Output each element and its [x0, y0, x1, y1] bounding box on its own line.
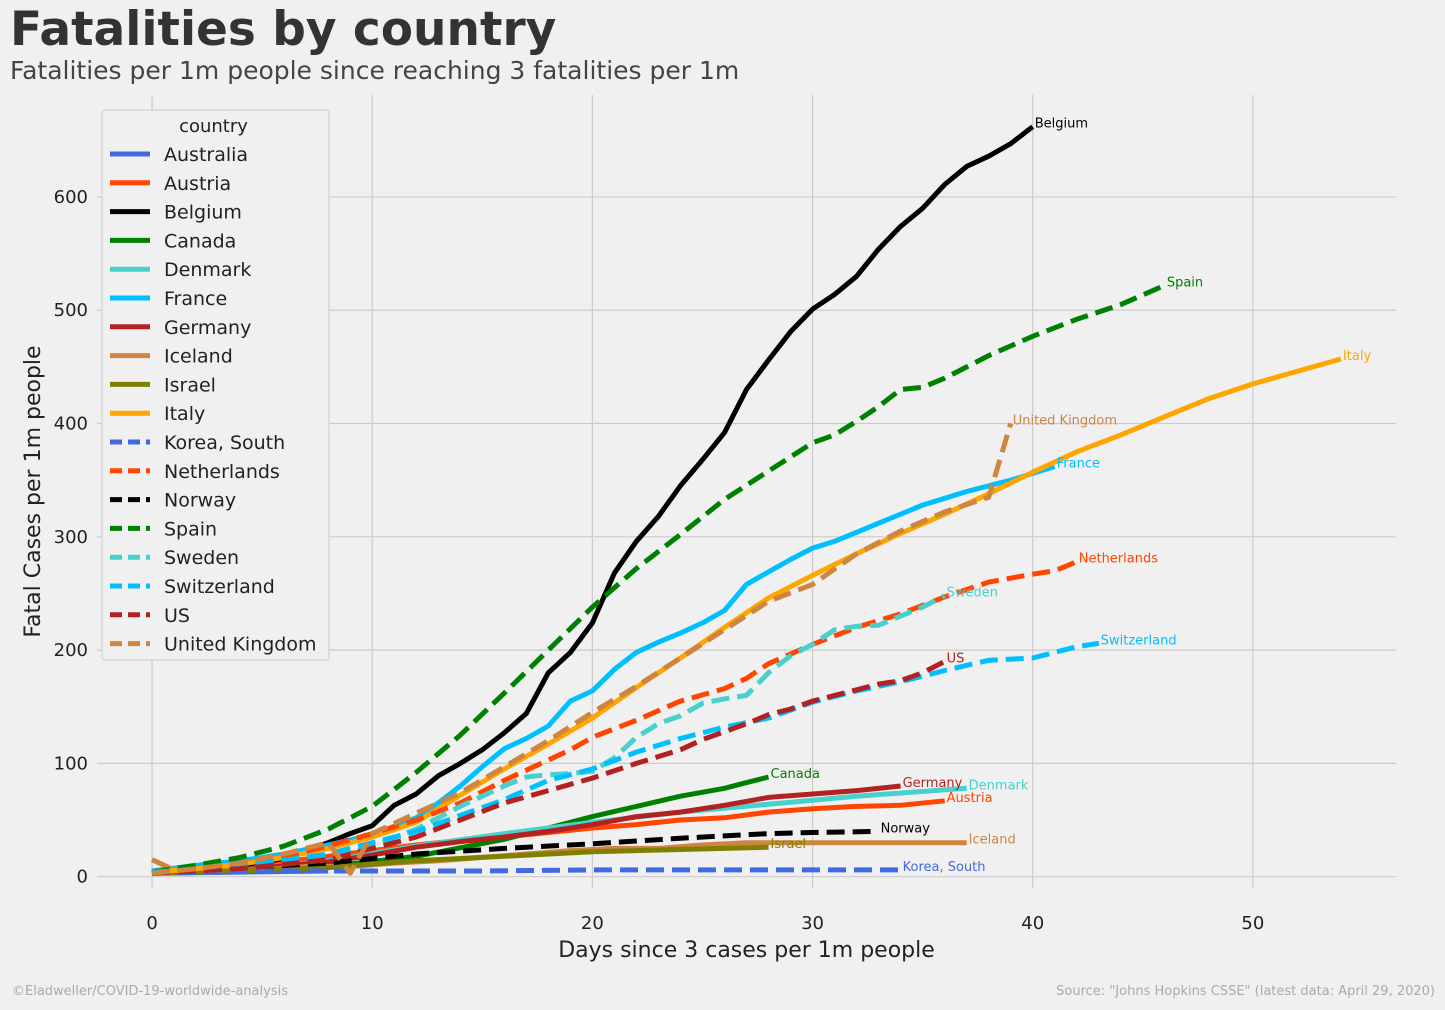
legend-item-label: Canada	[164, 230, 236, 252]
x-tick-label: 40	[1021, 913, 1044, 934]
legend-item-label: Australia	[164, 144, 248, 166]
end-label-belgium: Belgium	[1035, 117, 1088, 132]
series-line-korea-south	[151, 867, 901, 876]
x-tick-label: 10	[361, 913, 384, 934]
end-label-switzerland: Switzerland	[1101, 633, 1177, 648]
end-label-spain: Spain	[1167, 275, 1203, 290]
legend-box	[101, 109, 330, 661]
end-label-korea-south: Korea, South	[903, 860, 986, 875]
legend-item-label: Belgium	[164, 202, 242, 224]
x-axis-label: Days since 3 cases per 1m people	[558, 938, 935, 963]
y-tick-label: 100	[54, 753, 88, 774]
series-line-us	[151, 659, 946, 876]
y-axis-label: Fatal Cases per 1m people	[21, 345, 46, 637]
x-tick-label: 0	[146, 913, 157, 934]
legend-item-label: France	[164, 288, 227, 310]
legend-title: country	[179, 116, 248, 137]
y-tick-label: 300	[54, 527, 88, 548]
series-line-united-kingdom	[151, 422, 1014, 876]
series-line-switzerland	[151, 640, 1100, 875]
y-tick-label: 400	[54, 414, 88, 435]
series-line-italy	[151, 356, 1342, 875]
end-label-france: France	[1057, 457, 1100, 472]
legend-item-label: Italy	[164, 403, 205, 425]
end-label-united-kingdom: United Kingdom	[1013, 414, 1117, 429]
legend-item-label: Austria	[164, 173, 231, 195]
legend-item-label: Denmark	[164, 259, 251, 281]
legend-item-label: Israel	[164, 374, 216, 396]
legend-item-label: Sweden	[164, 547, 239, 569]
source-text: Source: "Johns Hopkins CSSE" (latest dat…	[1056, 984, 1435, 999]
end-label-austria: Austria	[947, 791, 993, 806]
y-tick-label: 0	[77, 867, 88, 888]
series-line-spain	[151, 283, 1166, 875]
end-label-us: US	[947, 651, 965, 666]
end-label-netherlands: Netherlands	[1079, 552, 1158, 567]
series-line-israel	[151, 844, 769, 876]
end-label-italy: Italy	[1343, 349, 1372, 364]
end-label-iceland: Iceland	[969, 833, 1016, 848]
series-line-sweden	[151, 593, 946, 876]
x-tick-label: 30	[801, 913, 824, 934]
y-tick-label: 500	[54, 300, 88, 321]
legend-item-label: US	[164, 605, 190, 627]
y-tick-label: 600	[54, 187, 88, 208]
x-tick-label: 50	[1241, 913, 1264, 934]
end-label-norway: Norway	[881, 821, 931, 836]
end-label-germany: Germany	[903, 776, 963, 791]
end-label-sweden: Sweden	[947, 586, 998, 601]
legend-item-label: Iceland	[164, 346, 233, 368]
y-tick-label: 200	[54, 640, 88, 661]
legend-item-label: Norway	[164, 490, 236, 512]
end-label-canada: Canada	[771, 767, 820, 782]
credit-text: ©Eladweller/COVID-19-worldwide-analysis	[12, 984, 288, 999]
legend-item-label: Germany	[164, 317, 251, 339]
legend-item-label: Korea, South	[164, 432, 285, 454]
series-line-belgium	[151, 124, 1035, 876]
chart-subtitle: Fatalities per 1m people since reaching …	[10, 56, 740, 85]
legend-item-label: United Kingdom	[164, 634, 317, 656]
legend-item-label: Netherlands	[164, 461, 280, 483]
end-label-israel: Israel	[771, 837, 807, 852]
legend-item-label: Switzerland	[164, 576, 275, 598]
end-label-denmark: Denmark	[969, 778, 1029, 793]
x-tick-label: 20	[581, 913, 604, 934]
chart-title: Fatalities by country	[10, 2, 557, 57]
legend-item-label: Spain	[164, 518, 217, 540]
